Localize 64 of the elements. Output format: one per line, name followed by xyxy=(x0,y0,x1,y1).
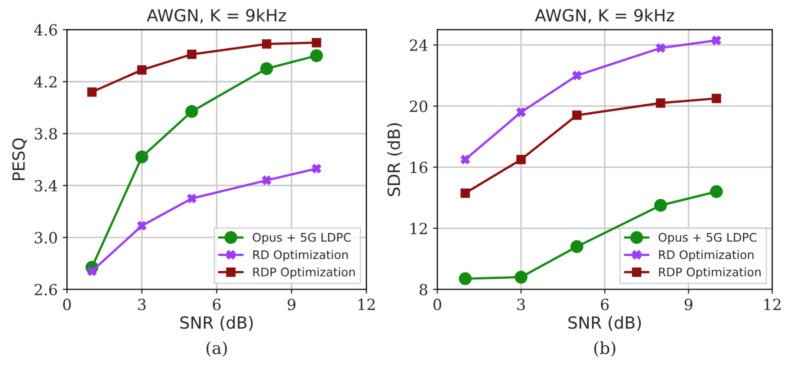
x-tick-label: 9 xyxy=(288,298,296,310)
y-tick-label: 3.0 xyxy=(34,232,57,244)
x-tick-label: 0 xyxy=(63,298,71,310)
point xyxy=(260,62,274,76)
point xyxy=(460,154,470,164)
x-tick-label: 0 xyxy=(433,298,442,310)
point xyxy=(187,194,196,204)
x-axis-title: SNR (dB) xyxy=(180,316,253,331)
point xyxy=(137,221,147,230)
y-axis-title: SDR (dB) xyxy=(387,123,402,196)
point xyxy=(656,98,666,108)
point xyxy=(262,176,272,185)
x-tick-label: 9 xyxy=(684,298,692,310)
y-tick-label: 16 xyxy=(410,162,428,174)
y-tick-label: 24 xyxy=(410,39,428,51)
x-tick-label: 6 xyxy=(212,298,221,310)
point xyxy=(262,39,272,49)
x-tick-label: 12 xyxy=(764,298,780,310)
x-tick-label: 3 xyxy=(138,298,146,310)
x-tick-label: 12 xyxy=(358,298,375,310)
chart-title: AWGN, K = 9kHz xyxy=(146,8,286,24)
x-tick-label: 3 xyxy=(517,298,525,310)
y-tick-label: 12 xyxy=(410,222,427,234)
point xyxy=(137,65,147,75)
point xyxy=(135,150,148,164)
y-tick-label: 3.8 xyxy=(34,128,57,140)
x-axis-title: SNR (dB) xyxy=(568,316,641,331)
point xyxy=(514,270,528,284)
legend-label: Opus + 5G LDPC xyxy=(252,232,351,244)
point xyxy=(458,272,472,286)
chart-title: AWGN, K = 9kHz xyxy=(534,8,674,24)
x-tick-label: 6 xyxy=(600,298,609,310)
point xyxy=(516,154,526,164)
y-tick-label: 3.4 xyxy=(34,180,58,192)
point xyxy=(312,164,322,174)
legend-label: Opus + 5G LDPC xyxy=(658,232,757,244)
point xyxy=(656,43,666,53)
point xyxy=(185,105,198,118)
text: (b) xyxy=(594,341,616,357)
legend-label: RDP Optimization xyxy=(253,267,355,279)
legend-label: RD Optimization xyxy=(253,250,348,262)
y-tick-label: 4.2 xyxy=(34,76,56,88)
y-tick-label: 2.6 xyxy=(34,284,57,296)
point xyxy=(712,36,722,46)
y-axis-title: PESQ xyxy=(12,138,27,180)
point xyxy=(572,70,582,80)
point xyxy=(312,38,322,48)
legend-label: RD Optimization xyxy=(659,250,754,262)
y-tick-label: 4.6 xyxy=(34,24,57,36)
legend-label: RDP Optimization xyxy=(659,267,761,279)
point xyxy=(187,50,196,60)
point xyxy=(654,198,668,212)
point xyxy=(572,110,582,120)
point xyxy=(460,188,470,198)
point xyxy=(310,49,323,62)
point xyxy=(87,266,97,276)
point xyxy=(570,240,584,254)
point xyxy=(87,87,97,97)
point xyxy=(712,94,722,104)
text: (a) xyxy=(206,341,227,357)
y-tick-label: 8 xyxy=(420,284,428,296)
point xyxy=(516,107,526,117)
y-tick-label: 20 xyxy=(410,100,428,112)
point xyxy=(710,185,723,198)
